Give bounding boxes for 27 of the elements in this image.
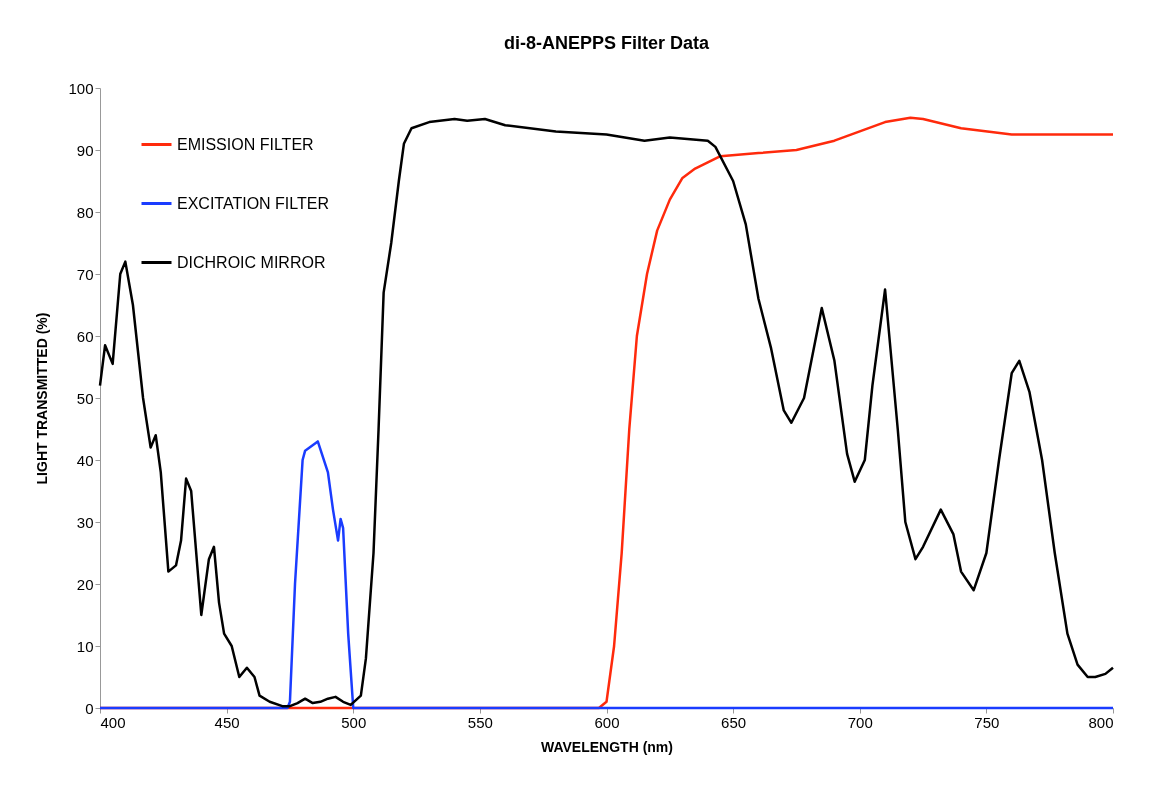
- y-axis-title: LIGHT TRANSMITTED (%): [34, 312, 51, 485]
- y-tick-label: 70: [76, 265, 94, 283]
- y-tick-label: 90: [76, 141, 94, 159]
- x-tick-label: 800: [1088, 713, 1114, 731]
- x-tick-label: 600: [594, 713, 620, 731]
- line-series: [98, 440, 1115, 710]
- x-tick-label: 500: [341, 713, 367, 731]
- y-tick-label: 10: [76, 637, 94, 655]
- x-tick-label: 550: [467, 713, 493, 731]
- x-tick-label: 450: [214, 713, 240, 731]
- y-tick-label: 50: [76, 389, 94, 407]
- y-tick-label: 30: [76, 513, 94, 531]
- legend-label: DICHROIC MIRROR: [177, 253, 326, 271]
- y-tick-label: 100: [68, 79, 94, 97]
- x-tick-label: 400: [100, 713, 126, 731]
- x-tick-label: 750: [974, 713, 1000, 731]
- x-axis-title: WAVELENGTH (nm): [541, 738, 673, 755]
- y-tick-label: 20: [76, 575, 94, 593]
- legend-label: EXCITATION FILTER: [177, 194, 330, 212]
- y-tick-label: 0: [85, 699, 94, 717]
- y-tick-label: 80: [76, 203, 94, 221]
- y-tick-label: 60: [76, 327, 94, 345]
- x-tick-label: 650: [721, 713, 747, 731]
- y-tick-label: 40: [76, 451, 94, 469]
- chart-title: di-8-ANEPPS Filter Data: [503, 33, 711, 53]
- legend-label: EMISSION FILTER: [177, 135, 314, 153]
- x-tick-label: 700: [847, 713, 873, 731]
